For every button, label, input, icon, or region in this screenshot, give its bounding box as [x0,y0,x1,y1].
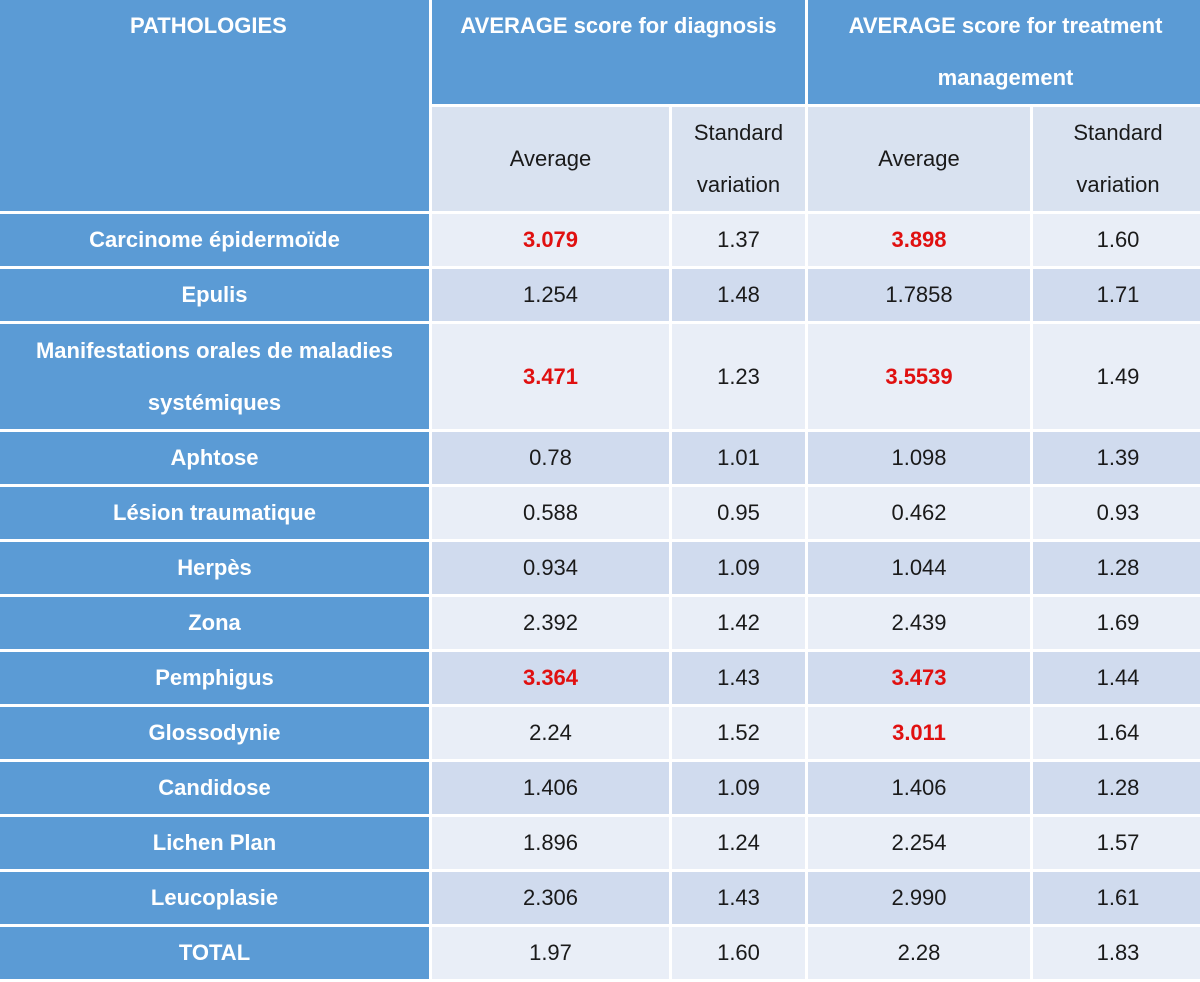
table-row: Candidose 1.406 1.09 1.406 1.28 [0,762,1200,814]
treatment-average-cell: 1.406 [808,762,1030,814]
treatment-std-cell: 1.49 [1033,324,1200,429]
treatment-std-cell: 0.93 [1033,487,1200,539]
diagnosis-std-cell: 0.95 [672,487,805,539]
subheader-diagnosis-average: Average [432,107,669,211]
diagnosis-std-cell: 1.01 [672,432,805,484]
header-pathologies: PATHOLOGIES [0,0,429,211]
subheader-treatment-average: Average [808,107,1030,211]
diagnosis-std-cell: 1.42 [672,597,805,649]
row-label: Lésion traumatique [0,487,429,539]
treatment-std-cell: 1.44 [1033,652,1200,704]
treatment-std-cell: 1.83 [1033,927,1200,979]
treatment-average-cell: 3.473 [808,652,1030,704]
row-label: Leucoplasie [0,872,429,924]
diagnosis-average-cell: 3.471 [432,324,669,429]
diagnosis-average-cell: 1.97 [432,927,669,979]
treatment-std-cell: 1.60 [1033,214,1200,266]
treatment-average-cell: 0.462 [808,487,1030,539]
diagnosis-average-cell: 2.24 [432,707,669,759]
treatment-average-cell: 2.254 [808,817,1030,869]
row-label: Glossodynie [0,707,429,759]
diagnosis-average-cell: 3.364 [432,652,669,704]
header-treatment: AVERAGE score for treatment management [808,0,1200,104]
treatment-average-cell: 2.990 [808,872,1030,924]
table-row: Carcinome épidermoïde 3.079 1.37 3.898 1.60 [0,214,1200,266]
diagnosis-std-cell: 1.37 [672,214,805,266]
table-row: Epulis 1.254 1.48 1.7858 1.71 [0,269,1200,321]
row-label: Pemphigus [0,652,429,704]
table-row: Lésion traumatique 0.588 0.95 0.462 0.93 [0,487,1200,539]
table-row: Lichen Plan 1.896 1.24 2.254 1.57 [0,817,1200,869]
row-label: Candidose [0,762,429,814]
diagnosis-std-cell: 1.52 [672,707,805,759]
treatment-average-cell: 1.7858 [808,269,1030,321]
diagnosis-std-cell: 1.09 [672,762,805,814]
treatment-std-cell: 1.71 [1033,269,1200,321]
treatment-average-cell: 2.28 [808,927,1030,979]
diagnosis-average-cell: 0.78 [432,432,669,484]
table-row: Herpès 0.934 1.09 1.044 1.28 [0,542,1200,594]
table-row: Manifestations orales de maladies systém… [0,324,1200,429]
diagnosis-average-cell: 3.079 [432,214,669,266]
table-row: Pemphigus 3.364 1.43 3.473 1.44 [0,652,1200,704]
treatment-std-cell: 1.28 [1033,542,1200,594]
diagnosis-average-cell: 1.896 [432,817,669,869]
diagnosis-std-cell: 1.43 [672,872,805,924]
diagnosis-average-cell: 2.306 [432,872,669,924]
treatment-std-cell: 1.39 [1033,432,1200,484]
table-row: TOTAL 1.97 1.60 2.28 1.83 [0,927,1200,979]
diagnosis-average-cell: 1.254 [432,269,669,321]
treatment-average-cell: 1.098 [808,432,1030,484]
table-row: Glossodynie 2.24 1.52 3.011 1.64 [0,707,1200,759]
diagnosis-std-cell: 1.23 [672,324,805,429]
header-diagnosis: AVERAGE score for diagnosis [432,0,805,104]
table-body: Carcinome épidermoïde 3.079 1.37 3.898 1.60 E… [0,214,1200,979]
treatment-average-cell: 2.439 [808,597,1030,649]
treatment-average-cell: 3.011 [808,707,1030,759]
diagnosis-std-cell: 1.09 [672,542,805,594]
treatment-std-cell: 1.61 [1033,872,1200,924]
treatment-std-cell: 1.28 [1033,762,1200,814]
treatment-average-cell: 1.044 [808,542,1030,594]
row-label: TOTAL [0,927,429,979]
diagnosis-std-cell: 1.48 [672,269,805,321]
table-row: Aphtose 0.78 1.01 1.098 1.39 [0,432,1200,484]
diagnosis-average-cell: 1.406 [432,762,669,814]
diagnosis-std-cell: 1.43 [672,652,805,704]
diagnosis-std-cell: 1.24 [672,817,805,869]
treatment-std-cell: 1.64 [1033,707,1200,759]
row-label: Lichen Plan [0,817,429,869]
row-label: Herpès [0,542,429,594]
treatment-average-cell: 3.898 [808,214,1030,266]
table-row: Leucoplasie 2.306 1.43 2.990 1.61 [0,872,1200,924]
diagnosis-std-cell: 1.60 [672,927,805,979]
treatment-std-cell: 1.57 [1033,817,1200,869]
row-label: Aphtose [0,432,429,484]
row-label: Manifestations orales de maladies systém… [0,324,429,429]
subheader-treatment-std: Standard variation [1033,107,1200,211]
diagnosis-average-cell: 0.934 [432,542,669,594]
treatment-std-cell: 1.69 [1033,597,1200,649]
diagnosis-average-cell: 2.392 [432,597,669,649]
subheader-diagnosis-std: Standard variation [672,107,805,211]
row-label: Zona [0,597,429,649]
row-label: Epulis [0,269,429,321]
treatment-average-cell: 3.5539 [808,324,1030,429]
table-row: Zona 2.392 1.42 2.439 1.69 [0,597,1200,649]
diagnosis-average-cell: 0.588 [432,487,669,539]
row-label: Carcinome épidermoïde [0,214,429,266]
